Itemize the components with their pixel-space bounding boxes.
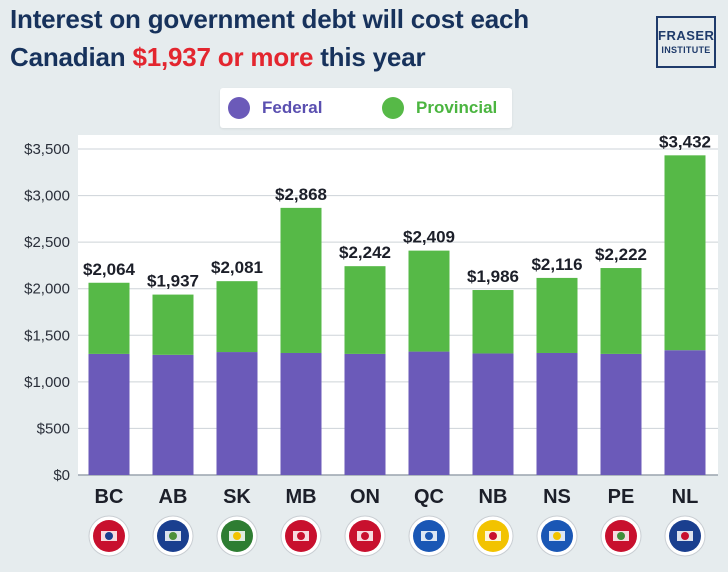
on-flag-icon xyxy=(344,515,386,557)
x-category-label: BC xyxy=(95,486,124,508)
flag-emblem-center xyxy=(553,532,561,540)
ab-flag-icon xyxy=(152,515,194,557)
title-prefix: Canadian xyxy=(10,42,133,72)
bar-total-label: $2,116 xyxy=(531,255,582,274)
bar-provincial xyxy=(280,207,322,353)
x-category-label: NL xyxy=(672,486,699,508)
y-tick-label: $2,000 xyxy=(24,281,70,298)
legend-provincial-swatch xyxy=(382,97,404,119)
title-suffix: this year xyxy=(313,42,426,72)
bar-federal xyxy=(216,352,258,475)
bar-federal xyxy=(408,351,450,475)
y-tick-label: $2,500 xyxy=(24,234,70,251)
flag-emblem-center xyxy=(105,532,113,540)
bar-total-label: $2,222 xyxy=(595,245,647,264)
flag-emblem-center xyxy=(169,532,177,540)
bar-federal xyxy=(472,353,514,475)
bar-federal xyxy=(536,352,578,475)
nb-flag-icon xyxy=(472,515,514,557)
bar-provincial xyxy=(536,277,578,353)
bar-federal xyxy=(664,350,706,475)
pe-flag-icon xyxy=(600,515,642,557)
y-tick-label: $3,500 xyxy=(24,141,70,158)
chart-title-line2: Canadian $1,937 or more this year xyxy=(10,42,426,73)
flag-emblem-center xyxy=(617,532,625,540)
x-category-label: MB xyxy=(285,486,316,508)
legend-federal-label: Federal xyxy=(262,98,323,117)
flag-emblem-center xyxy=(681,532,689,540)
x-category-label: NB xyxy=(479,486,508,508)
bar-provincial xyxy=(472,290,514,354)
x-category-label: SK xyxy=(223,486,251,508)
sk-flag-icon xyxy=(216,515,258,557)
ns-flag-icon xyxy=(536,515,578,557)
logo-line2: INSTITUTE xyxy=(661,45,711,55)
bar-federal xyxy=(280,352,322,475)
flag-emblem-center xyxy=(297,532,305,540)
bc-flag-icon xyxy=(88,515,130,557)
bar-total-label: $2,081 xyxy=(211,258,263,277)
bar-federal xyxy=(600,353,642,475)
x-category-label: NS xyxy=(543,486,571,508)
bar-total-label: $1,937 xyxy=(147,272,199,291)
bar-total-label: $2,409 xyxy=(403,228,455,247)
bar-federal xyxy=(152,354,194,475)
y-tick-label: $3,000 xyxy=(24,188,70,205)
x-category-label: PE xyxy=(608,486,635,508)
title-highlight: $1,937 or more xyxy=(132,42,314,72)
nl-flag-icon xyxy=(664,515,706,557)
bar-provincial xyxy=(344,266,386,354)
bar-total-label: $1,986 xyxy=(467,267,519,286)
flag-emblem-center xyxy=(489,532,497,540)
flag-emblem-center xyxy=(425,532,433,540)
logo-line1: FRASER xyxy=(658,28,715,43)
x-category-label: ON xyxy=(350,486,380,508)
bar-provincial xyxy=(600,268,642,354)
legend: Federal Provincial xyxy=(220,88,512,128)
y-tick-label: $500 xyxy=(37,420,70,437)
bar-provincial xyxy=(664,155,706,351)
fraser-institute-logo: FRASER INSTITUTE xyxy=(656,16,716,68)
y-tick-label: $1,000 xyxy=(24,374,70,391)
bar-total-label: $2,242 xyxy=(339,243,391,262)
y-tick-label: $0 xyxy=(53,467,70,484)
bar-federal xyxy=(344,353,386,475)
chart-title-line1: Interest on government debt will cost ea… xyxy=(10,4,529,34)
legend-federal-swatch xyxy=(228,97,250,119)
x-category-label: AB xyxy=(159,486,188,508)
bar-federal xyxy=(88,353,130,475)
bar-total-label: $2,064 xyxy=(83,260,136,279)
qc-flag-icon xyxy=(408,515,450,557)
bar-total-label: $2,868 xyxy=(275,185,327,204)
legend-provincial-label: Provincial xyxy=(416,98,498,117)
y-tick-label: $1,500 xyxy=(24,327,70,344)
bar-provincial xyxy=(216,281,258,353)
x-category-label: QC xyxy=(414,486,444,508)
flag-emblem-center xyxy=(361,532,369,540)
mb-flag-icon xyxy=(280,515,322,557)
bar-provincial xyxy=(408,250,450,352)
bar-provincial xyxy=(88,282,130,354)
bar-total-label: $3,432 xyxy=(659,132,711,151)
flag-emblem-center xyxy=(233,532,241,540)
bar-provincial xyxy=(152,294,194,355)
